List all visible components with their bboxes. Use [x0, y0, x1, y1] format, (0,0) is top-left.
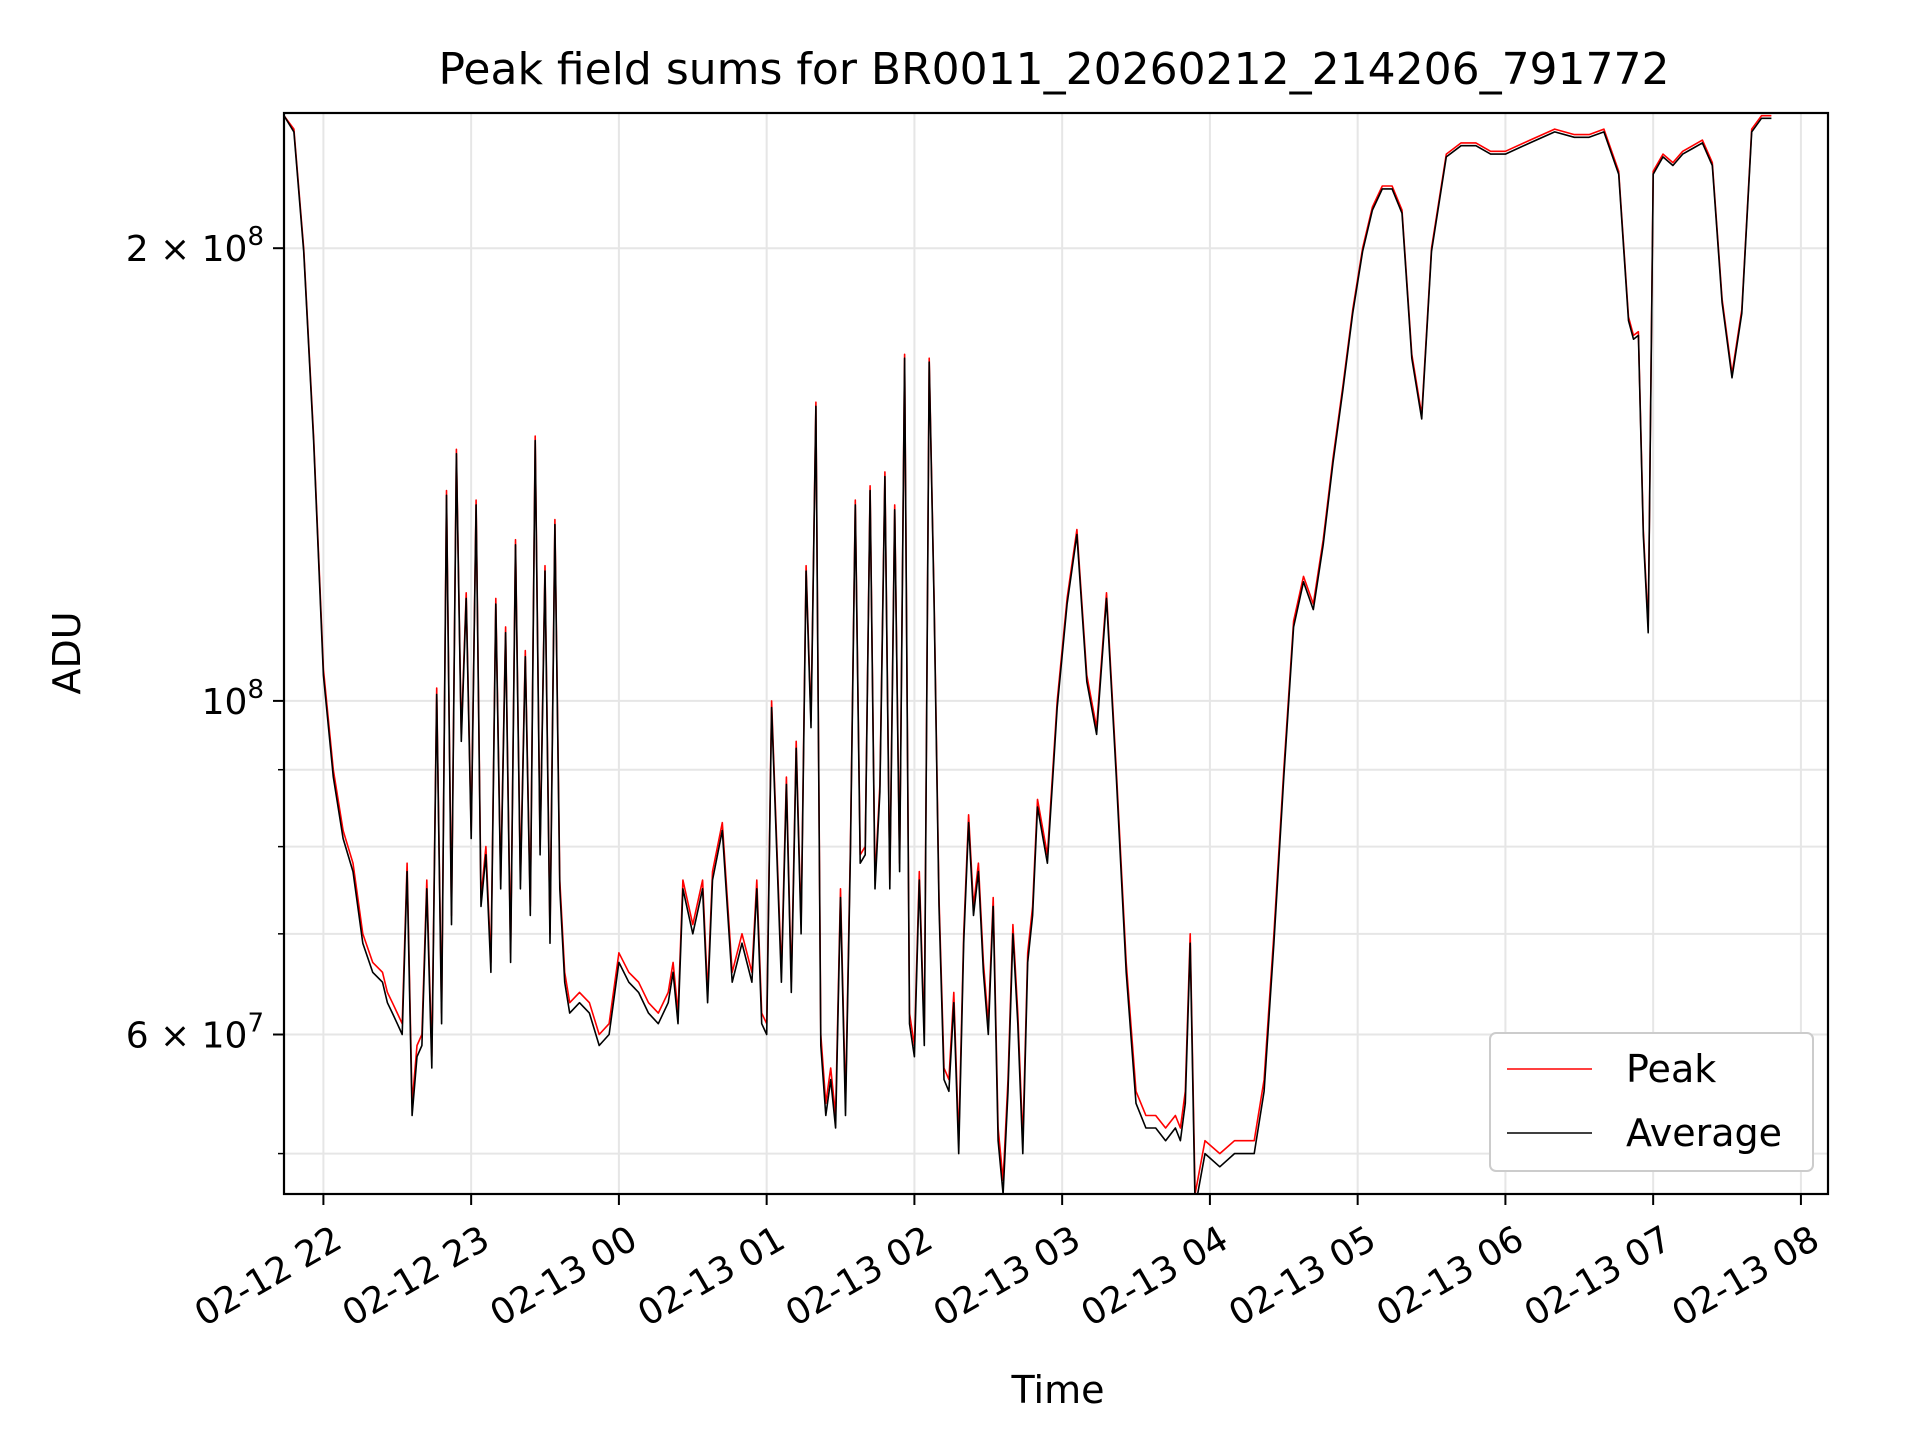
- plot-frame: [282, 111, 1830, 1196]
- legend-box: [1489, 1032, 1814, 1172]
- y-axis-ticks: 2 × 108 108 6 × 107: [126, 222, 284, 1155]
- legend-label-peak: Peak: [1626, 1047, 1716, 1091]
- series-layer: [284, 114, 1772, 1194]
- y-axis-label: ADU: [45, 611, 89, 694]
- y-tick-label: 108: [202, 675, 264, 723]
- x-axis-label: Time: [1011, 1368, 1105, 1412]
- chart-title: Peak field sums for BR0011_20260212_2142…: [438, 44, 1669, 95]
- y-tick-label: 2 × 108: [126, 222, 264, 270]
- legend-label-average: Average: [1626, 1111, 1782, 1155]
- legend: Peak Average: [1489, 1032, 1814, 1172]
- series-line-average: [284, 115, 1772, 1194]
- y-tick-label: 6 × 107: [126, 1009, 264, 1057]
